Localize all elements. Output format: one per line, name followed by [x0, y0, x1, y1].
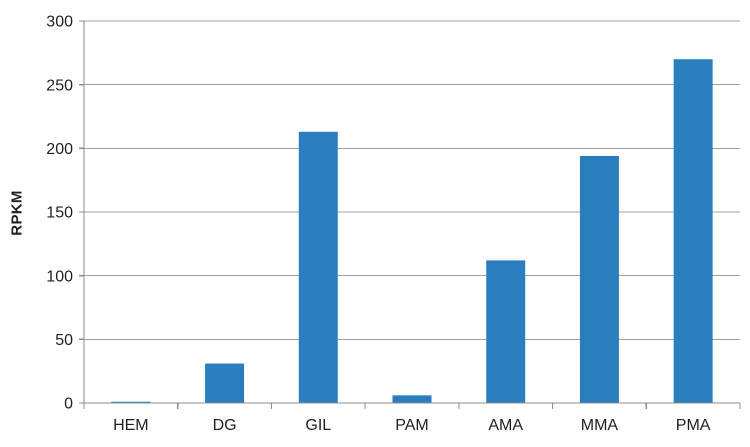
x-category-label: MMA — [581, 417, 619, 434]
x-category-label: AMA — [488, 417, 523, 434]
bar-dg — [205, 363, 245, 403]
x-category-label: PMA — [676, 417, 711, 434]
bar-gil — [298, 131, 338, 403]
x-category-label: DG — [213, 417, 237, 434]
x-category-label: HEM — [113, 417, 149, 434]
bar-ama — [486, 260, 526, 403]
y-tick-label: 0 — [64, 396, 73, 413]
bar-hem — [111, 401, 151, 403]
y-axis-title: RPKM — [8, 190, 26, 236]
bar-pma — [673, 59, 713, 403]
y-tick-label: 150 — [46, 205, 73, 222]
x-category-label: GIL — [305, 417, 331, 434]
bar-pam — [392, 395, 432, 403]
y-tick-label: 300 — [46, 14, 73, 31]
y-tick-label: 200 — [46, 141, 73, 158]
x-category-label: PAM — [395, 417, 428, 434]
bar-mma — [579, 155, 619, 403]
y-tick-label: 50 — [55, 332, 73, 349]
y-tick-label: 250 — [46, 77, 73, 94]
y-tick-label: 100 — [46, 268, 73, 285]
